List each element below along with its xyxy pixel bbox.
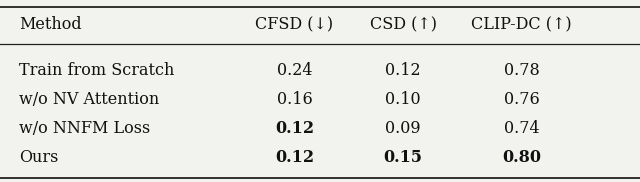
Text: CSD (↑): CSD (↑) [370,16,436,33]
Text: w/o NNFM Loss: w/o NNFM Loss [19,120,150,137]
Text: 0.80: 0.80 [502,149,541,166]
Text: Train from Scratch: Train from Scratch [19,62,175,79]
Text: w/o NV Attention: w/o NV Attention [19,91,159,108]
Text: CFSD (↓): CFSD (↓) [255,16,333,33]
Text: CLIP-DC (↑): CLIP-DC (↑) [471,16,572,33]
Text: 0.10: 0.10 [385,91,421,108]
Text: 0.12: 0.12 [385,62,421,79]
Text: 0.24: 0.24 [276,62,312,79]
Text: 0.12: 0.12 [275,149,314,166]
Text: 0.15: 0.15 [384,149,422,166]
Text: 0.78: 0.78 [504,62,540,79]
Text: Ours: Ours [19,149,59,166]
Text: 0.09: 0.09 [385,120,421,137]
Text: 0.76: 0.76 [504,91,540,108]
Text: 0.16: 0.16 [276,91,312,108]
Text: 0.12: 0.12 [275,120,314,137]
Text: 0.74: 0.74 [504,120,540,137]
Text: Method: Method [19,16,82,33]
